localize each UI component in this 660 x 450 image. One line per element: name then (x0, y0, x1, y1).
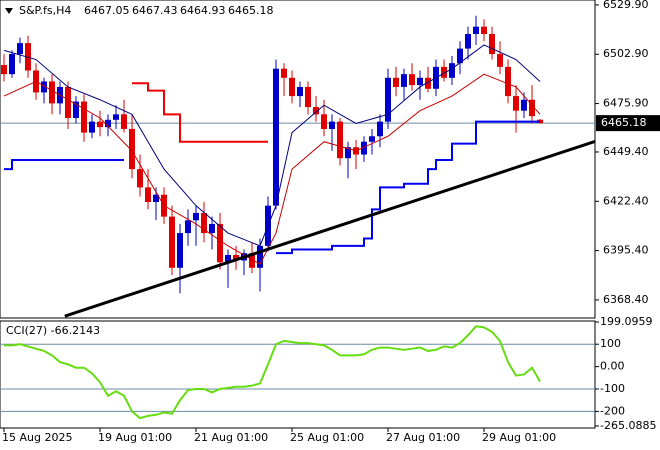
current-price-label: 6465.18 (601, 116, 647, 129)
candle-body (89, 121, 95, 133)
candle-body (177, 233, 183, 268)
y-tick-label: 6395.40 (603, 244, 649, 257)
candle-body (113, 114, 119, 120)
candle-body (289, 77, 295, 97)
candle-body (409, 74, 415, 86)
current-price-box (596, 115, 660, 132)
candle-body (417, 77, 423, 86)
candle-body (185, 220, 191, 234)
candle-body (153, 194, 159, 203)
cci-line (4, 325, 541, 420)
candle-body (121, 114, 127, 129)
y-tick-label: 100 (600, 337, 621, 350)
x-tick-label: 21 Aug 01:00 (194, 431, 268, 444)
y-tick-label: -200 (600, 404, 625, 417)
candle-body (345, 147, 351, 159)
candle-body (217, 223, 223, 263)
candle-body (513, 96, 519, 111)
y-tick-label: 0.00 (600, 360, 625, 373)
candle-body (377, 121, 383, 137)
candle-body (81, 101, 87, 133)
candle-body (281, 68, 287, 78)
indicator-line (3, 73, 541, 265)
candle-body (329, 121, 335, 129)
candle-body (393, 77, 399, 87)
y-tick-label: 6422.40 (603, 194, 649, 207)
candle-body (193, 212, 199, 221)
candle-body (337, 121, 343, 159)
candle-body (9, 54, 15, 75)
candle-body (201, 212, 207, 234)
candle-body (73, 101, 79, 118)
candle-body (41, 81, 47, 93)
candle-body (97, 121, 103, 128)
candle-body (105, 119, 111, 128)
indicator-line (4, 159, 124, 171)
candle-body (145, 187, 151, 203)
candle-body (169, 216, 175, 268)
header-low: 6464.93 (180, 4, 226, 17)
y-tick-label: -100 (600, 382, 625, 395)
candle-body (481, 26, 487, 34)
candle-body (49, 81, 55, 104)
header-close: 6465.18 (228, 4, 274, 17)
cci-title: CCI(27) -66.2143 (6, 324, 100, 337)
candle-body (449, 63, 455, 78)
candle-body (305, 86, 311, 108)
candle-body (297, 86, 303, 97)
y-tick-label: 6449.40 (603, 145, 649, 158)
candle-body (273, 68, 279, 206)
candle-body (257, 245, 263, 268)
candle-body (489, 33, 495, 55)
x-tick-label: 29 Aug 01:00 (482, 431, 556, 444)
indicator-line (132, 82, 268, 143)
candle-body (529, 99, 535, 117)
candle-body (137, 169, 143, 188)
collapse-arrow (5, 8, 13, 14)
candle-body (473, 26, 479, 34)
y-tick-label: 199.0959 (600, 315, 653, 328)
header-high: 6467.43 (132, 4, 178, 17)
x-tick-label: 15 Aug 2025 (2, 431, 72, 444)
cci-frame (0, 320, 596, 429)
candle-body (385, 77, 391, 122)
y-tick-label: 6368.40 (603, 293, 649, 306)
x-tick-label: 19 Aug 01:00 (98, 431, 172, 444)
y-tick-label: 6529.90 (603, 0, 649, 11)
candle-body (401, 74, 407, 87)
candle-body (457, 48, 463, 64)
y-tick-label: 6475.90 (603, 97, 649, 110)
candle-body (505, 66, 511, 97)
candle-body (249, 253, 255, 268)
candle-body (321, 114, 327, 129)
candle-body (225, 254, 231, 263)
header-open: 6467.05 (84, 4, 130, 17)
candle-body (17, 43, 23, 55)
candle-body (313, 107, 319, 115)
y-tick-label: 6502.90 (603, 47, 649, 60)
candle-body (361, 141, 367, 155)
candle-body (521, 99, 527, 111)
x-tick-label: 25 Aug 01:00 (290, 431, 364, 444)
y-tick-label: -265.0885 (600, 419, 656, 432)
candle-body (441, 66, 447, 78)
candle-body (1, 65, 7, 75)
candle-body (369, 136, 375, 142)
candle-body (425, 77, 431, 89)
trend-line (64, 139, 595, 318)
main-frame (0, 0, 596, 319)
candle-body (233, 254, 239, 261)
indicator-line (3, 44, 541, 247)
candle-body (129, 128, 135, 170)
candle-body (65, 86, 71, 118)
x-tick-label: 27 Aug 01:00 (386, 431, 460, 444)
symbol: S&P.fs,H4 (19, 4, 71, 17)
indicator-line (276, 120, 540, 255)
candle-body (465, 33, 471, 49)
candle-body (497, 54, 503, 67)
candle-body (209, 223, 215, 234)
